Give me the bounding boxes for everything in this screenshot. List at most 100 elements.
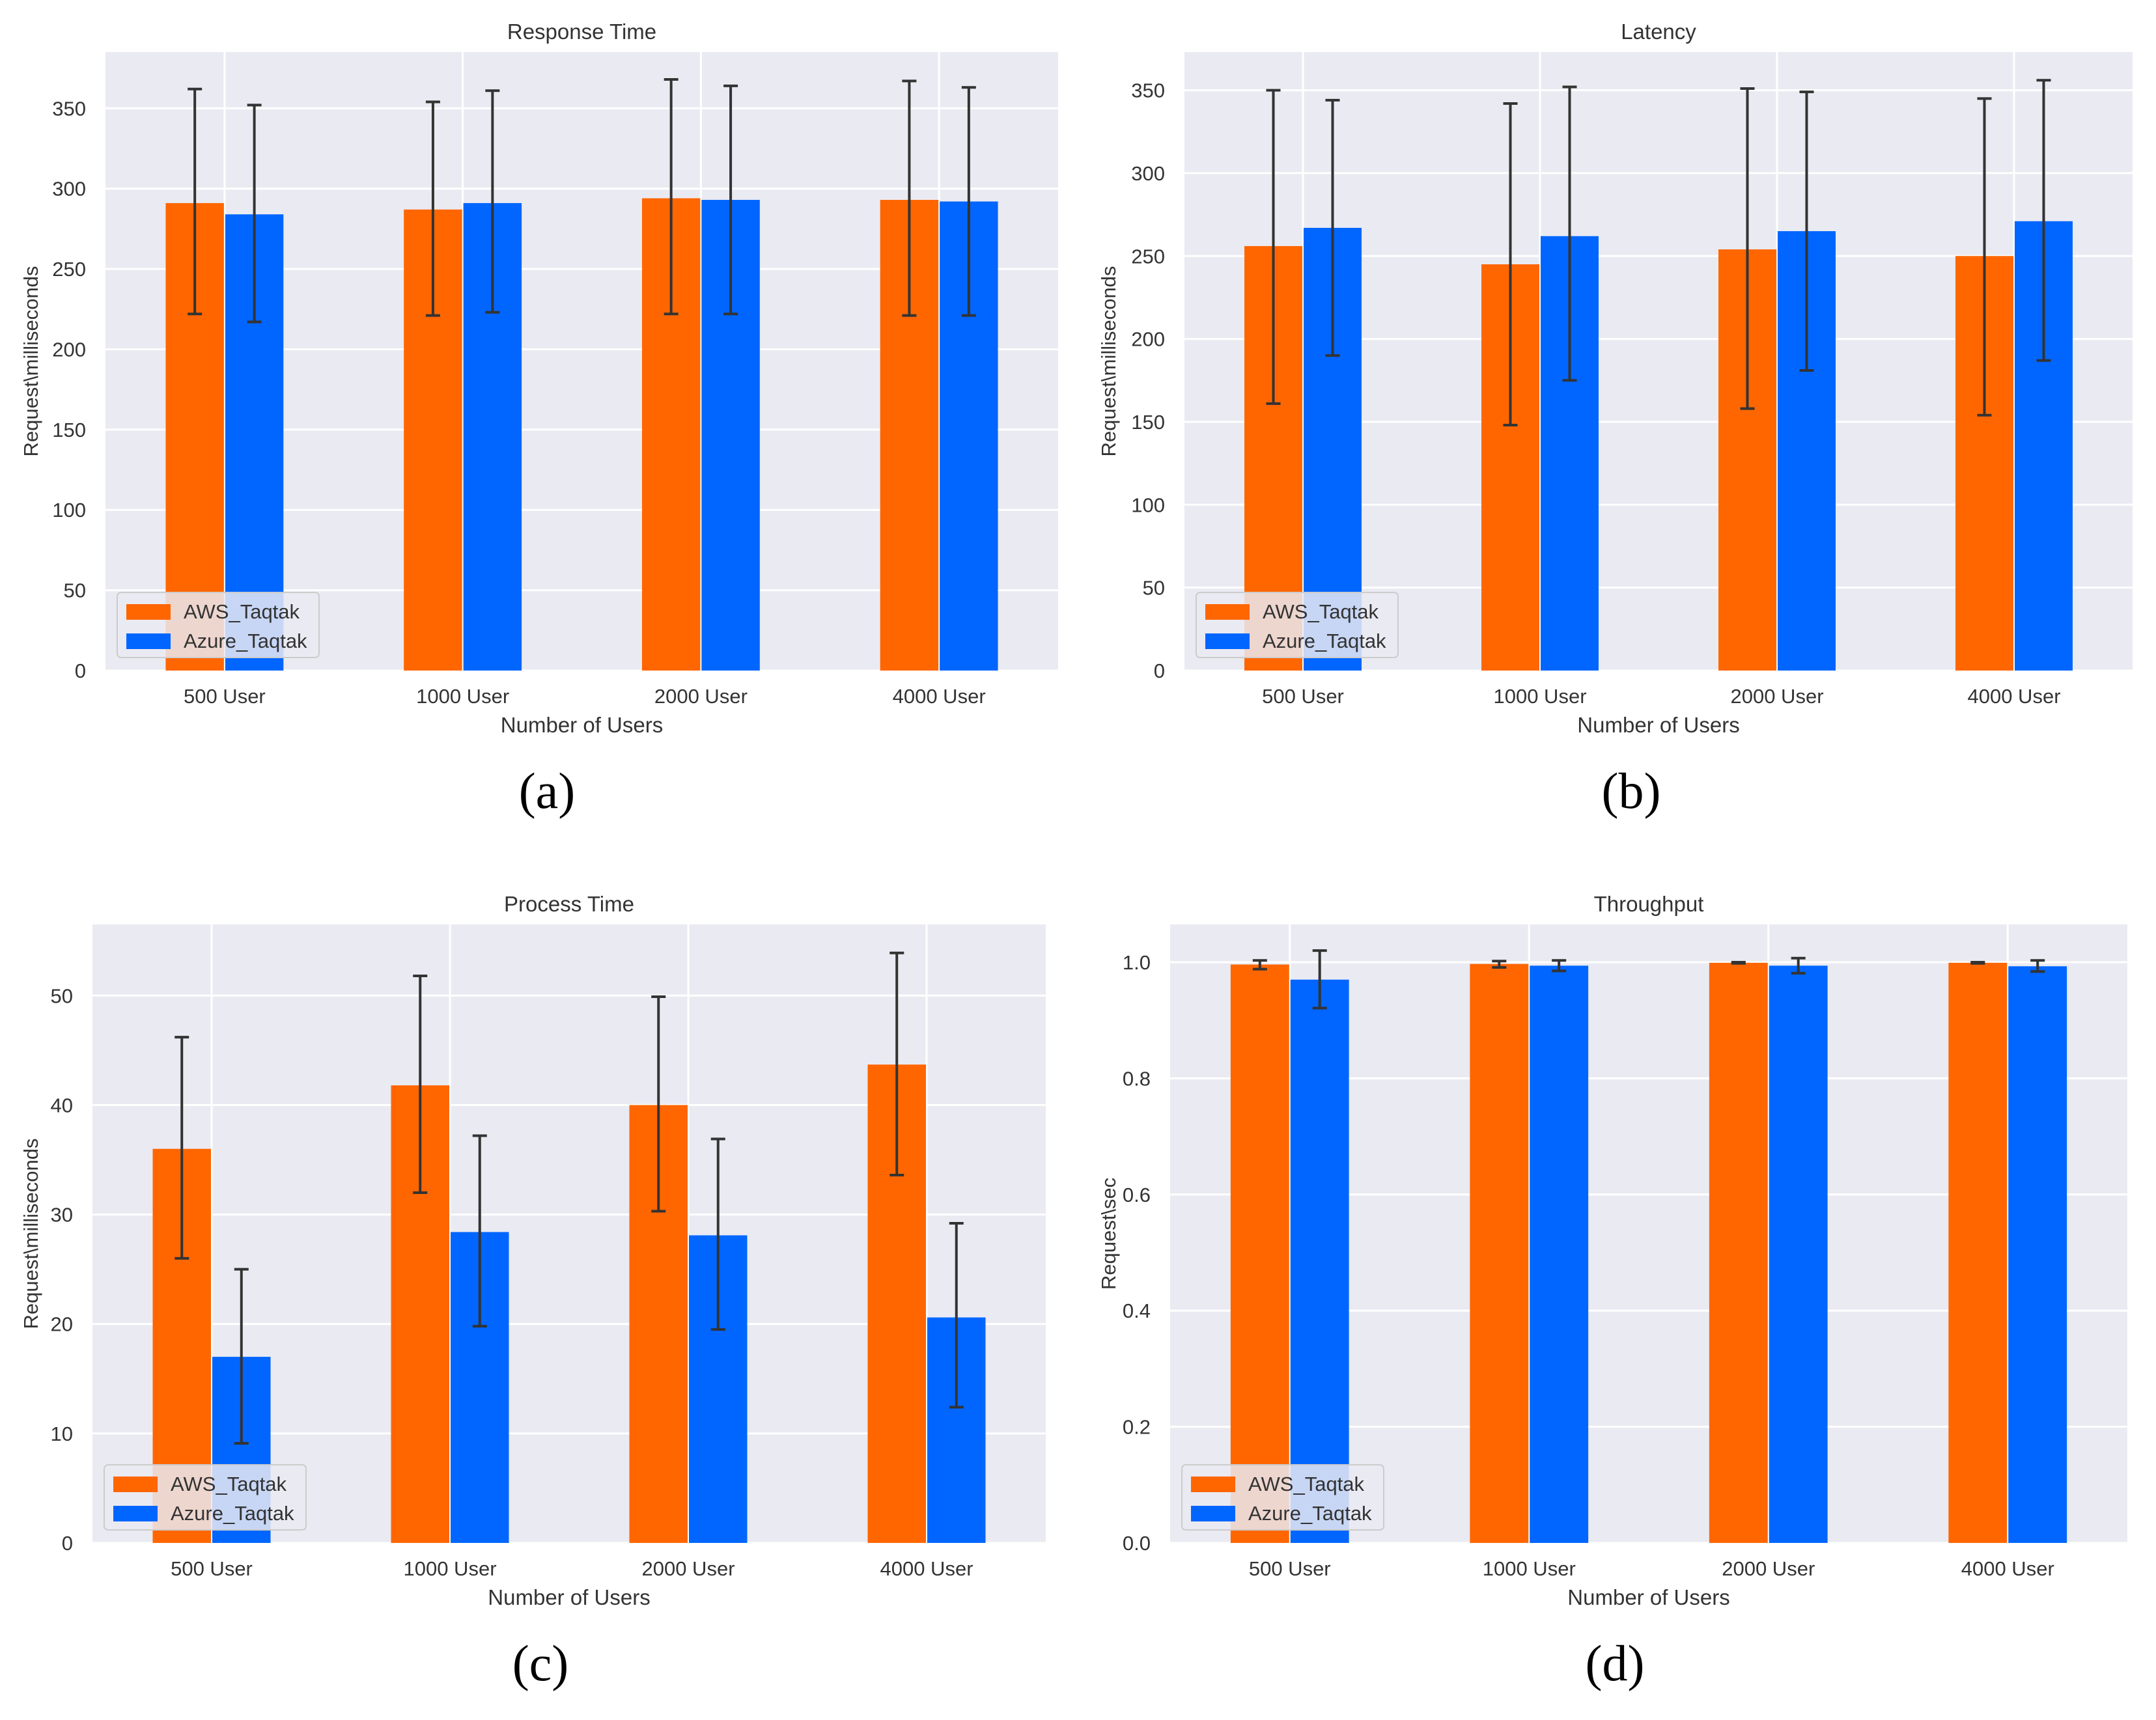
legend: AWS_Taqtak Azure_Taqtak [1181, 1464, 1384, 1531]
y-tick-label: 20 [51, 1313, 73, 1336]
legend: AWS_Taqtak Azure_Taqtak [117, 592, 320, 658]
x-tick-label: 2000 User [1730, 685, 1823, 708]
x-tick-label: 4000 User [880, 1557, 973, 1580]
error-bar-azure [2036, 79, 2051, 362]
bar-azure [1769, 965, 1828, 1543]
x-tick-label: 500 User [1262, 685, 1344, 708]
y-tick-label: 150 [1131, 411, 1165, 434]
y-tick-label: 250 [52, 258, 86, 281]
legend-label-aws: AWS_Taqtak [184, 600, 300, 623]
x-tick-label: 4000 User [1961, 1557, 2054, 1580]
error-bar-aws [1503, 102, 1518, 427]
y-axis-label: Request\milliseconds [1097, 266, 1120, 457]
legend-swatch-aws [1191, 1477, 1235, 1492]
legend-label-azure: Azure_Taqtak [184, 630, 307, 652]
legend-label-azure: Azure_Taqtak [1248, 1502, 1372, 1525]
y-tick-label: 50 [1143, 577, 1165, 600]
error-bar-azure [485, 89, 500, 314]
y-tick-label: 50 [64, 579, 86, 602]
legend-swatch-azure [113, 1506, 158, 1521]
y-tick-label: 1.0 [1123, 951, 1151, 974]
x-tick-label: 1000 User [416, 685, 509, 708]
error-bar-aws [425, 100, 440, 317]
chart-response-time: 0 50 100 150 200 250 300 350 500 User 1000 User 20… [20, 20, 1058, 737]
error-bar-azure [234, 1268, 249, 1445]
x-tick-label: 500 User [171, 1557, 253, 1580]
chart-panel-c: 0 10 20 30 40 50 500 User 1000 User 2000 User 400… [0, 872, 1078, 1628]
panel-label-c: (c) [512, 1635, 569, 1691]
chart-title: Process Time [504, 892, 634, 916]
y-tick-label: 0.2 [1123, 1416, 1151, 1439]
x-axis-label: Number of Users [501, 713, 663, 737]
error-bar-azure [1791, 956, 1806, 975]
y-tick-label: 40 [51, 1094, 73, 1117]
x-axis-label: Number of Users [488, 1585, 650, 1609]
y-tick-label: 350 [52, 97, 86, 120]
x-tick-label: 2000 User [654, 685, 748, 708]
error-bar-aws [1492, 960, 1507, 969]
bar-aws [1470, 964, 1529, 1543]
y-axis-label: Request\sec [1097, 1178, 1120, 1290]
error-bar-aws [889, 951, 904, 1177]
panel-label-d: (d) [1585, 1635, 1645, 1691]
chart-title: Response Time [507, 20, 656, 44]
chart-panel-d: 0.0 0.2 0.4 0.6 0.8 1.0 500 User 1000 User 2000 … [1078, 872, 2156, 1628]
y-tick-label: 30 [51, 1204, 73, 1227]
error-bar-aws [188, 87, 203, 316]
legend-swatch-azure [126, 633, 171, 649]
y-tick-label: 300 [1131, 162, 1165, 185]
y-axis-label: Request\milliseconds [20, 1139, 42, 1329]
error-bar-aws [664, 77, 679, 316]
y-tick-label: 200 [1131, 328, 1165, 351]
x-tick-label: 2000 User [1722, 1557, 1815, 1580]
chart-process-time: 0 10 20 30 40 50 500 User 1000 User 2000 User 400… [20, 892, 1046, 1609]
y-tick-label: 10 [51, 1422, 73, 1445]
panel-label-b: (b) [1601, 762, 1661, 819]
y-tick-label: 350 [1131, 79, 1165, 102]
bar-azure [1290, 979, 1349, 1543]
error-bar-azure [1799, 90, 1814, 372]
bar-aws [1948, 962, 2008, 1543]
error-bar-aws [1731, 960, 1746, 965]
legend-swatch-aws [126, 604, 171, 620]
chart-title: Latency [1621, 20, 1696, 44]
x-tick-label: 4000 User [1967, 685, 2060, 708]
y-tick-label: 0.0 [1123, 1532, 1151, 1555]
bar-aws [1230, 964, 1289, 1543]
y-tick-label: 0.4 [1123, 1299, 1151, 1322]
legend: AWS_Taqtak Azure_Taqtak [1196, 592, 1399, 658]
chart-title: Throughput [1594, 892, 1704, 916]
error-bar-aws [902, 79, 917, 317]
bar-azure [1530, 965, 1589, 1543]
error-bar-azure [1325, 98, 1340, 357]
error-bar-azure [1562, 85, 1577, 382]
error-bar-azure [1552, 959, 1567, 973]
y-tick-label: 50 [51, 984, 73, 1007]
x-axis-label: Number of Users [1567, 1585, 1729, 1609]
chart-latency: 0 50 100 150 200 250 300 350 500 User 1000 User 20… [1097, 20, 2133, 737]
y-tick-label: 0 [62, 1532, 73, 1555]
error-bar-azure [472, 1134, 487, 1328]
error-bar-aws [413, 975, 428, 1194]
error-bar-azure [949, 1222, 964, 1409]
y-tick-label: 100 [52, 499, 86, 521]
legend: AWS_Taqtak Azure_Taqtak [104, 1464, 307, 1531]
legend-label-azure: Azure_Taqtak [1263, 630, 1386, 652]
x-tick-label: 500 User [1249, 1557, 1331, 1580]
y-tick-label: 250 [1131, 245, 1165, 268]
x-tick-label: 500 User [184, 685, 266, 708]
y-tick-label: 0 [75, 659, 86, 682]
y-tick-label: 100 [1131, 493, 1165, 516]
legend-swatch-azure [1205, 633, 1250, 649]
chart-panel-b: 0 50 100 150 200 250 300 350 500 User 1000 User 20… [1078, 0, 2156, 755]
error-bar-azure [247, 104, 262, 324]
y-tick-label: 150 [52, 419, 86, 441]
y-tick-label: 0 [1154, 659, 1165, 682]
x-tick-label: 1000 User [1483, 1557, 1576, 1580]
error-bar-aws [1977, 97, 1992, 417]
legend-label-aws: AWS_Taqtak [171, 1473, 287, 1495]
y-tick-label: 0.8 [1123, 1067, 1151, 1090]
legend-label-azure: Azure_Taqtak [171, 1502, 294, 1525]
error-bar-aws [651, 995, 666, 1213]
x-axis-label: Number of Users [1577, 713, 1739, 737]
